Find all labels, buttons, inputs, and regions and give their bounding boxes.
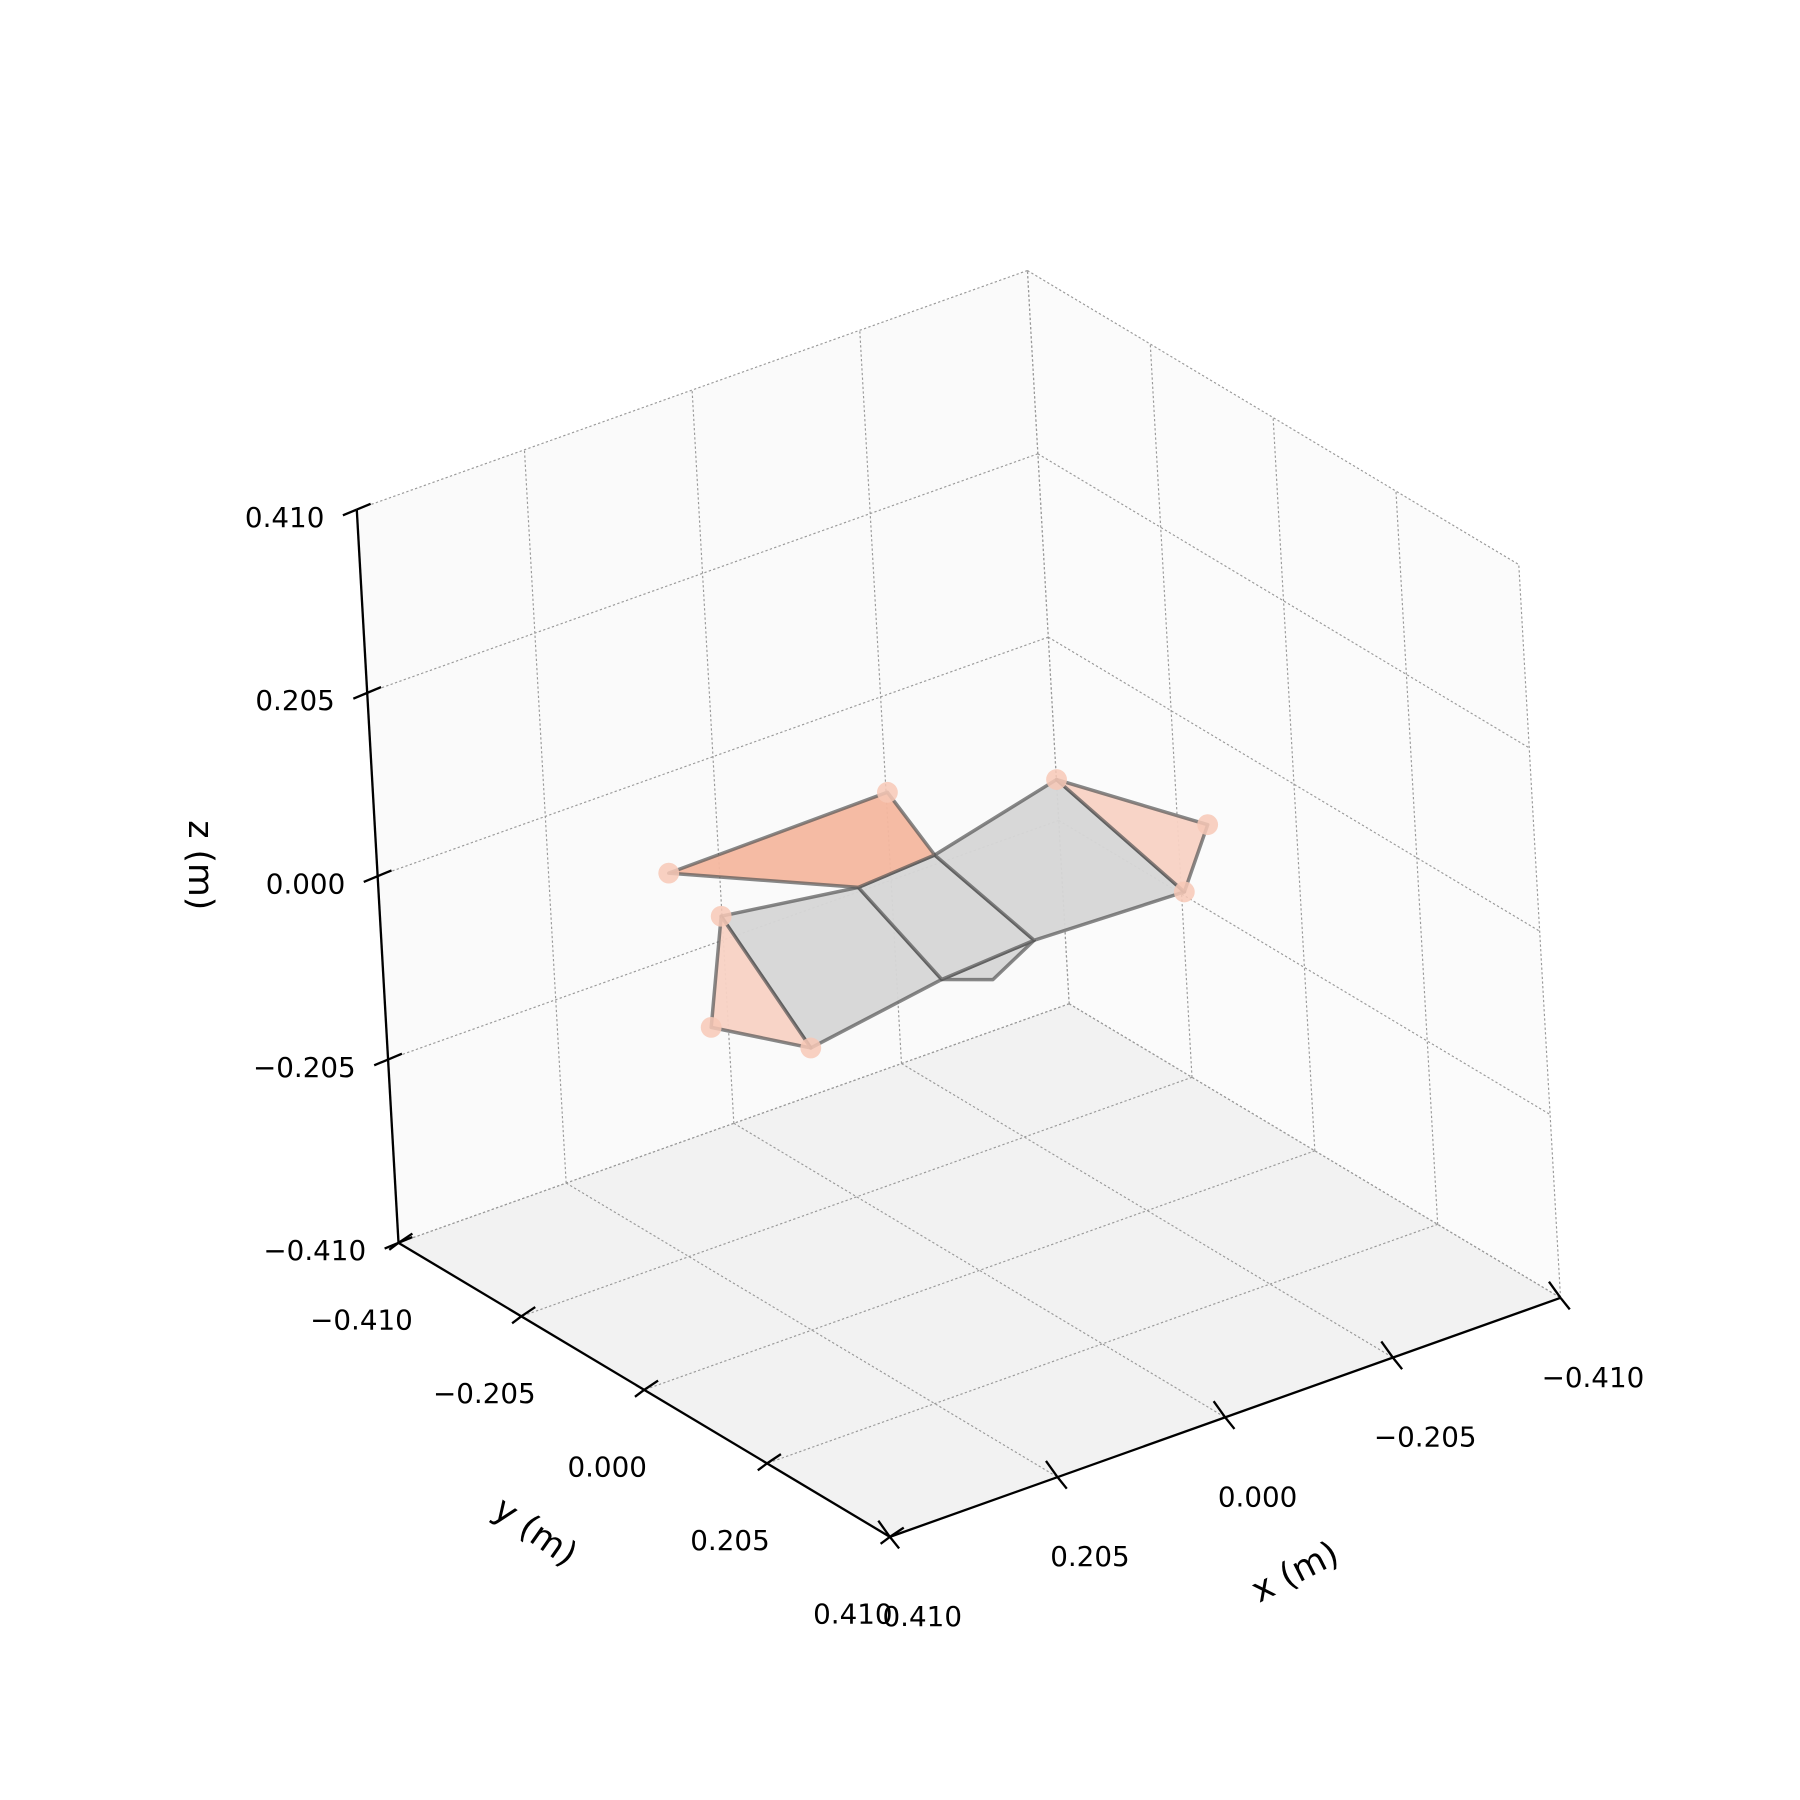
tick-mark [643, 1379, 659, 1391]
grid-line [1058, 819, 1551, 1116]
tick-label: 0.000 [567, 1451, 646, 1484]
tick-label: 0.205 [1050, 1540, 1129, 1573]
tick-label: −0.205 [433, 1377, 536, 1410]
grid-line [565, 1182, 1058, 1478]
tick-mark [1380, 1340, 1394, 1359]
grid-line [356, 269, 1028, 511]
axis-line [397, 1241, 891, 1538]
vertex-marker [658, 862, 680, 884]
z-axis-label: z (m) [180, 820, 220, 910]
tick-mark [877, 1520, 891, 1538]
marks [658, 769, 1219, 1059]
tick-mark [757, 1462, 768, 1472]
grid-line [1027, 270, 1520, 566]
tick-label: −0.205 [253, 1051, 356, 1084]
face [709, 914, 813, 1050]
grid-line [1272, 417, 1316, 1151]
vertex-marker [710, 905, 732, 927]
tick-mark [511, 1315, 523, 1325]
tick-label: 0.410 [883, 1600, 962, 1633]
grid-line [766, 1223, 1438, 1464]
grid-line [1037, 453, 1530, 749]
grid-line [1518, 564, 1562, 1298]
tick-mark [373, 1058, 389, 1067]
tick-label: 0.410 [245, 501, 324, 534]
tick-mark [363, 875, 379, 884]
tick-mark [766, 1453, 782, 1465]
grid-line [1047, 636, 1540, 932]
tick-mark [1056, 1476, 1068, 1490]
tick-mark [352, 691, 368, 700]
tick-mark [1391, 1356, 1404, 1370]
tick-label: 0.205 [255, 684, 334, 717]
tick-mark [1559, 1297, 1571, 1311]
y-axis-label: y (m) [486, 1489, 585, 1575]
tick-mark [356, 502, 372, 511]
tick-mark [1212, 1400, 1227, 1419]
tick-label: 0.205 [690, 1524, 769, 1557]
vertex-marker [1173, 881, 1195, 903]
tick-label: −0.410 [1542, 1361, 1645, 1394]
vertex-marker [800, 1037, 822, 1059]
tick-mark [398, 1235, 413, 1244]
vertex-marker [1046, 769, 1067, 790]
tick-mark [366, 686, 382, 694]
tick-mark [387, 1052, 403, 1061]
tick-label: 0.000 [1218, 1480, 1297, 1513]
grid-line [367, 453, 1039, 694]
vertex-marker [876, 781, 898, 803]
tick-mark [384, 1241, 399, 1250]
tick-mark [634, 1388, 645, 1398]
grid-line [733, 1122, 1226, 1418]
axis-line [355, 509, 400, 1243]
tick-label: −0.410 [263, 1234, 366, 1267]
tick-label: −0.410 [310, 1303, 413, 1336]
grid-line [521, 1076, 1193, 1317]
tick-label: 0.410 [813, 1598, 892, 1631]
tick-mark [377, 869, 392, 878]
tick-mark [342, 508, 358, 517]
grid-line [643, 1150, 1316, 1391]
vertex-marker [1197, 814, 1219, 836]
tick-label: 0.000 [266, 867, 345, 900]
face [667, 790, 937, 890]
grid-line [387, 819, 1059, 1061]
grid-line [901, 1063, 1394, 1359]
tick-mark [1045, 1460, 1059, 1478]
tick-mark [1224, 1416, 1236, 1430]
face [1054, 777, 1210, 894]
tick-mark [520, 1306, 536, 1318]
x-axis-label: x (m) [1245, 1534, 1346, 1612]
axis-line [889, 1296, 1561, 1538]
floor-pane [398, 1003, 1561, 1537]
tick-mark [888, 1536, 901, 1550]
axes: −0.410 −0.205 0.000 0.205 0.410 −0.410 −0.205 0… [245, 501, 1644, 1633]
grid-line [398, 1003, 1070, 1244]
grid-line [1068, 1003, 1561, 1299]
tick-mark [879, 1535, 891, 1545]
grid-line [377, 636, 1049, 877]
grid-line [1395, 491, 1439, 1225]
vertex-marker [700, 1016, 722, 1038]
grid-line [1149, 344, 1193, 1078]
tick-label: −0.205 [1374, 1421, 1477, 1454]
tick-mark [1548, 1280, 1562, 1299]
